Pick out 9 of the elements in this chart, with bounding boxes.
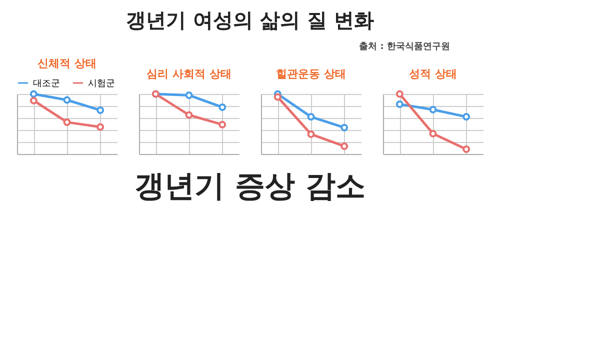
chart-title: 심리 사회적 상태 xyxy=(146,67,232,80)
text: 갱년기 증상 감소 xyxy=(134,169,366,204)
source-note: 출처 : 한국식품연구원 xyxy=(359,41,450,52)
legend-label: 시험군 xyxy=(88,79,115,89)
chart-title: 성적 상태 xyxy=(409,67,457,80)
text: 갱년기 여성의 삶의 질 변화 xyxy=(126,8,374,32)
chart-title: 신체적 상태 xyxy=(38,57,96,70)
chart-title: 힐관운동 상태 xyxy=(276,67,346,80)
legend-label: 대조군 xyxy=(33,79,60,89)
